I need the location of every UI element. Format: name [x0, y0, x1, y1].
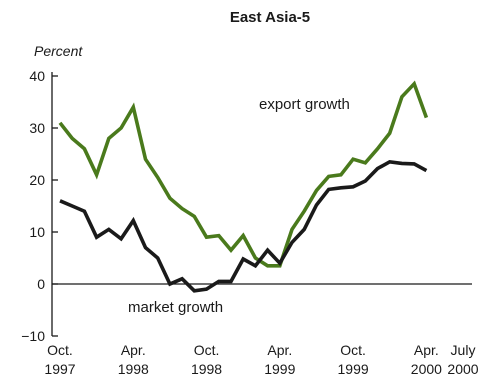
y-tick-label: 20 — [29, 172, 45, 188]
x-tick-label-year: 1998 — [191, 361, 222, 377]
x-tick-label-month: July — [451, 342, 476, 358]
y-tick-label: 0 — [37, 276, 45, 292]
x-tick-label-month: Oct. — [340, 342, 366, 358]
x-tick-label-year: 1999 — [264, 361, 295, 377]
y-axis-ticks: −10 0 10 20 30 40 — [21, 68, 58, 344]
x-tick-label-year: 2000 — [411, 361, 442, 377]
x-tick-label-month: Oct. — [47, 342, 73, 358]
y-tick-label: 10 — [29, 224, 45, 240]
x-tick-label-year: 2000 — [447, 361, 478, 377]
market-growth-label: market growth — [128, 299, 223, 316]
x-tick-label-month: Apr. — [267, 342, 292, 358]
x-axis-ticks: Oct. 1997 Apr. 1998 Oct. 1998 Apr. 1999 Oct. 1999… — [44, 342, 478, 377]
export-growth-label: export growth — [259, 96, 350, 113]
y-tick-label: −10 — [21, 328, 45, 344]
x-tick-label-month: Apr. — [414, 342, 439, 358]
x-tick-label-year: 1997 — [44, 361, 75, 377]
y-axis-unit-label: Percent — [34, 43, 83, 59]
y-tick-label: 40 — [29, 68, 45, 84]
series-line-market-growth — [59, 159, 428, 293]
x-tick-label-month: Apr. — [121, 342, 146, 358]
series-lines — [58, 80, 429, 293]
x-tick-label-month: Oct. — [194, 342, 220, 358]
y-tick-label: 30 — [29, 120, 45, 136]
chart-title: East Asia-5 — [230, 9, 310, 26]
x-tick-label-year: 1999 — [338, 361, 369, 377]
x-tick-label-year: 1998 — [118, 361, 149, 377]
series-line-export-growth — [58, 80, 429, 268]
